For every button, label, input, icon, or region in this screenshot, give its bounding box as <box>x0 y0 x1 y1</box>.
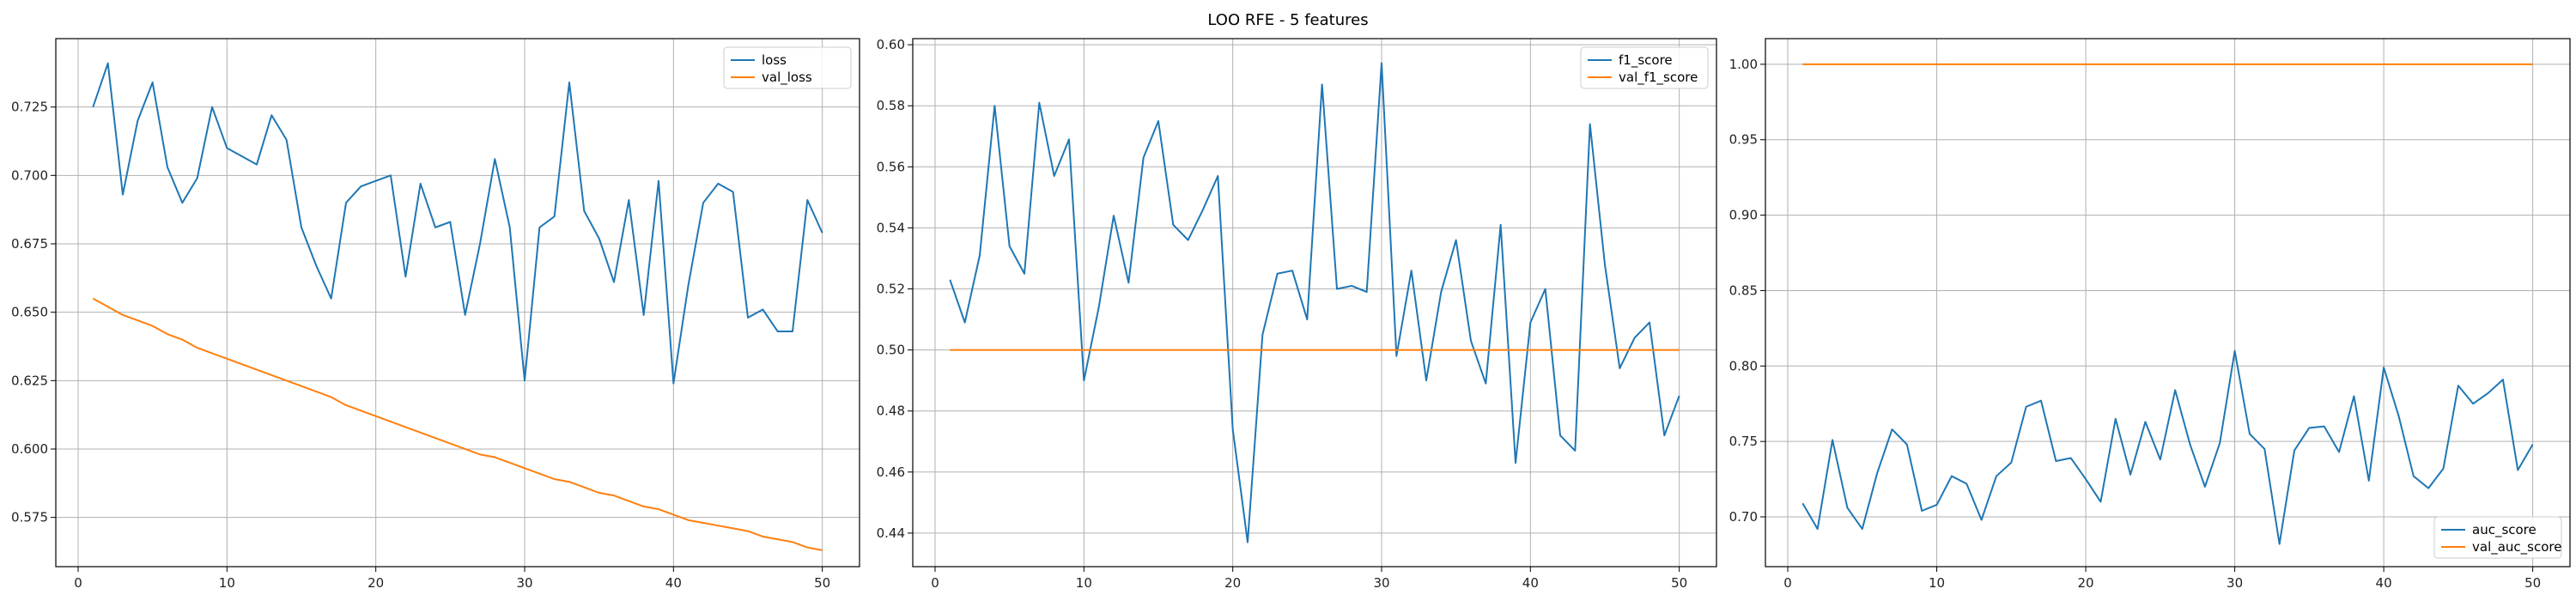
legend-label: val_auc_score <box>2472 539 2562 555</box>
plot-frame <box>912 38 1717 568</box>
x-tick-label: 10 <box>219 575 235 591</box>
y-tick-label: 0.600 <box>11 441 48 457</box>
y-tick-label: 0.90 <box>1729 208 1758 223</box>
y-tick-label: 0.52 <box>877 282 905 297</box>
plot-frame <box>55 38 860 568</box>
legend: loss val_loss <box>723 46 852 89</box>
x-tick-label: 50 <box>2524 575 2541 591</box>
y-tick-label: 0.725 <box>11 100 48 115</box>
y-tick-label: 1.00 <box>1729 57 1758 72</box>
y-tick-label: 0.80 <box>1729 358 1758 373</box>
y-tick-label: 0.70 <box>1729 509 1758 525</box>
legend-box <box>723 46 852 89</box>
y-tick-label: 0.56 <box>877 159 905 174</box>
x-tick-label: 10 <box>1929 575 1945 591</box>
y-tick-label: 0.85 <box>1729 282 1758 298</box>
series-line-loss <box>92 62 823 385</box>
x-tick-label: 20 <box>368 575 384 591</box>
legend-label: val_loss <box>762 70 812 86</box>
x-tick-label: 30 <box>516 575 532 591</box>
x-tick-label: 40 <box>2376 575 2392 591</box>
x-tick-label: 50 <box>814 575 830 591</box>
legend-label: loss <box>762 52 787 68</box>
legend-box <box>1580 46 1709 89</box>
x-tick-label: 40 <box>665 575 682 591</box>
y-tick-label: 0.95 <box>1729 132 1758 148</box>
y-tick-label: 0.60 <box>877 37 905 52</box>
chart-panel-3: 0 10 20 30 40 50 0.70 0.75 0.80 0.85 0.90 0.95 1.00 a… <box>1729 38 2571 591</box>
x-tick-label: 30 <box>1373 575 1389 591</box>
y-tick-label: 0.50 <box>877 343 905 358</box>
series-line-auc-score <box>1801 349 2534 545</box>
y-tick-label: 0.44 <box>877 525 905 541</box>
y-tick-label: 0.575 <box>11 510 48 525</box>
y-tick-label: 0.700 <box>11 167 48 183</box>
series-line-f1-score <box>949 62 1680 543</box>
y-tick-label: 0.675 <box>11 236 48 252</box>
legend-label: f1_score <box>1619 52 1673 69</box>
x-tick-label: 50 <box>1671 575 1687 591</box>
x-tick-label: 20 <box>1224 575 1241 591</box>
figure-title: LOO RFE - 5 features <box>1207 11 1368 29</box>
x-tick-label: 0 <box>1783 575 1792 591</box>
x-tick-label: 20 <box>2078 575 2094 591</box>
x-tick-label: 0 <box>74 575 82 591</box>
legend-box <box>2433 516 2562 559</box>
y-tick-label: 0.46 <box>877 464 905 480</box>
x-tick-label: 30 <box>2227 575 2243 591</box>
plot-frame <box>1765 38 2571 568</box>
legend-label: val_f1_score <box>1619 70 1698 86</box>
chart-panel-1: 0 10 20 30 40 50 0.575 0.600 0.625 0.650 0.675 0.70… <box>11 38 860 591</box>
y-tick-label: 0.75 <box>1729 434 1758 449</box>
y-tick-label: 0.58 <box>877 98 905 113</box>
x-tick-label: 10 <box>1076 575 1092 591</box>
y-tick-label: 0.48 <box>877 404 905 419</box>
x-tick-label: 40 <box>1522 575 1539 591</box>
legend-label: auc_score <box>2472 522 2537 538</box>
y-tick-label: 0.54 <box>877 220 905 235</box>
x-tick-label: 0 <box>931 575 939 591</box>
chart-panel-2: 0 10 20 30 40 50 0.44 0.46 0.48 0.50 0.52 0.54 0.56 0… <box>877 37 1717 591</box>
series-line-val-loss <box>92 297 823 551</box>
y-tick-label: 0.625 <box>11 373 48 388</box>
y-tick-label: 0.650 <box>11 305 48 320</box>
